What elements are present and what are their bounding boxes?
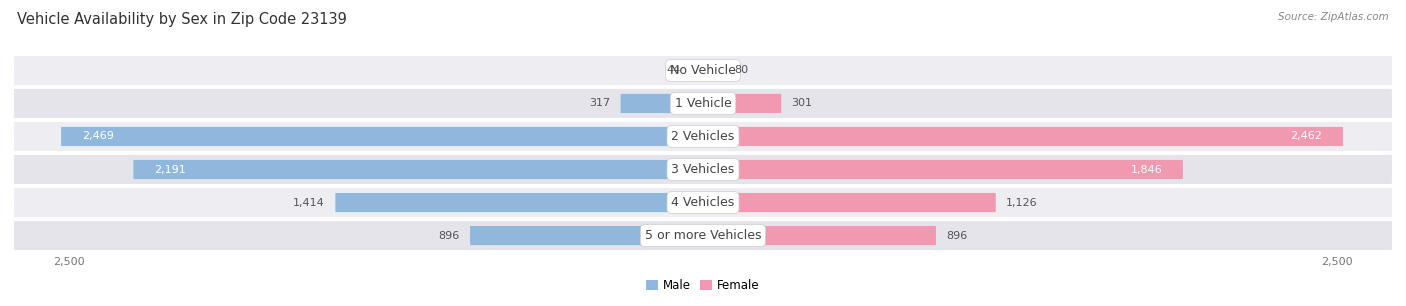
FancyBboxPatch shape [336,193,703,212]
Text: 317: 317 [589,99,610,108]
Text: 1,414: 1,414 [294,198,325,207]
Text: 301: 301 [792,99,813,108]
Text: 2,462: 2,462 [1291,132,1322,141]
FancyBboxPatch shape [620,94,703,113]
FancyBboxPatch shape [470,226,703,245]
FancyBboxPatch shape [14,188,1392,217]
FancyBboxPatch shape [14,155,1392,184]
Text: 2,500: 2,500 [1322,257,1353,267]
Text: 44: 44 [666,65,681,75]
Text: 896: 896 [946,231,967,241]
Text: 2 Vehicles: 2 Vehicles [672,130,734,143]
Text: 1 Vehicle: 1 Vehicle [675,97,731,110]
Text: 2,191: 2,191 [155,165,186,174]
Text: 5 or more Vehicles: 5 or more Vehicles [645,229,761,242]
Legend: Male, Female: Male, Female [641,274,765,297]
Text: 1,846: 1,846 [1130,165,1163,174]
Text: Source: ZipAtlas.com: Source: ZipAtlas.com [1278,12,1389,22]
FancyBboxPatch shape [14,122,1392,151]
Text: 80: 80 [734,65,748,75]
Text: 1,126: 1,126 [1007,198,1038,207]
FancyBboxPatch shape [14,89,1392,118]
FancyBboxPatch shape [703,193,995,212]
Text: 2,469: 2,469 [82,132,114,141]
FancyBboxPatch shape [703,127,1343,146]
FancyBboxPatch shape [60,127,703,146]
Text: Vehicle Availability by Sex in Zip Code 23139: Vehicle Availability by Sex in Zip Code … [17,12,347,27]
Text: 896: 896 [439,231,460,241]
FancyBboxPatch shape [703,160,1182,179]
Text: No Vehicle: No Vehicle [671,64,735,77]
FancyBboxPatch shape [703,226,936,245]
Text: 4 Vehicles: 4 Vehicles [672,196,734,209]
FancyBboxPatch shape [134,160,703,179]
Text: 3 Vehicles: 3 Vehicles [672,163,734,176]
FancyBboxPatch shape [703,61,724,80]
FancyBboxPatch shape [14,221,1392,250]
FancyBboxPatch shape [14,56,1392,85]
FancyBboxPatch shape [703,94,782,113]
Text: 2,500: 2,500 [53,257,84,267]
FancyBboxPatch shape [692,61,703,80]
